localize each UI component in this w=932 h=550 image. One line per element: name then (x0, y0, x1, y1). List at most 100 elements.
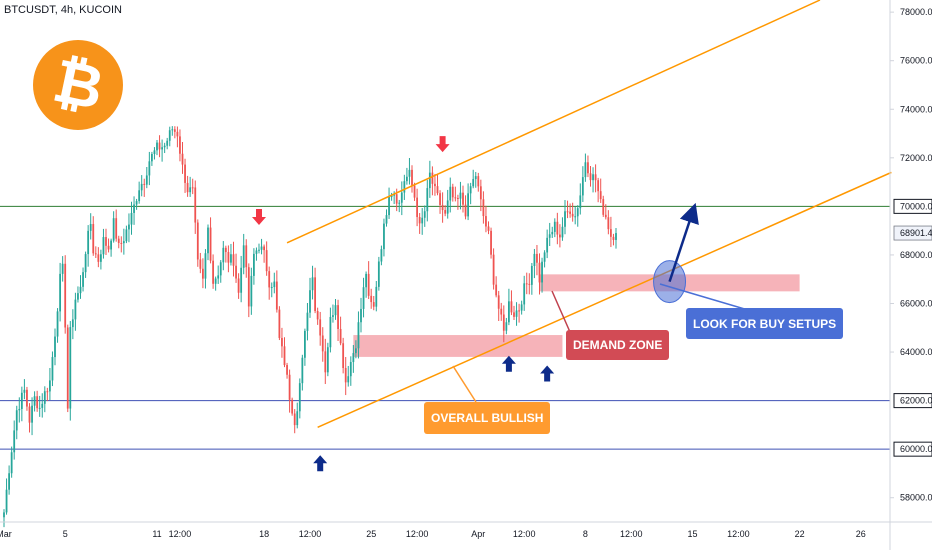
time-axis[interactable]: Mar 5 11 12:00 18 12:00 25 12:00 Apr 12:00 8 12:00 1… (0, 521, 932, 539)
price-axis[interactable]: 78000.0 76000.0 74000.0 72000.0 68000.0 66000… (889, 0, 932, 550)
candle-body[interactable] (444, 210, 447, 214)
candle-body[interactable] (74, 299, 77, 320)
candle-body[interactable] (153, 150, 156, 154)
candle-body[interactable] (418, 217, 421, 224)
candle-body[interactable] (184, 164, 186, 183)
candle-body[interactable] (497, 295, 500, 309)
candle-body[interactable] (334, 305, 337, 316)
candle-body[interactable] (156, 142, 158, 151)
candle-body[interactable] (161, 147, 163, 150)
candle-body[interactable] (599, 191, 602, 200)
candle-body[interactable] (222, 247, 225, 263)
candle-body[interactable] (133, 204, 135, 213)
candle-body[interactable] (293, 413, 296, 426)
candle-body[interactable] (365, 273, 367, 288)
candle-body[interactable] (204, 253, 207, 279)
candle-body[interactable] (561, 226, 564, 238)
candle-body[interactable] (347, 376, 350, 383)
candle-body[interactable] (474, 176, 477, 180)
symbol-title[interactable]: BTCUSDT, 4h, KUCOIN (4, 4, 122, 16)
candle-body[interactable] (441, 204, 444, 211)
candle-body[interactable] (436, 186, 439, 194)
candle-body[interactable] (120, 242, 123, 244)
candle-body[interactable] (559, 234, 561, 238)
candle-body[interactable] (604, 214, 607, 218)
candle-body[interactable] (380, 249, 383, 262)
candle-body[interactable] (260, 246, 263, 250)
candle-body[interactable] (38, 407, 41, 409)
candle-body[interactable] (594, 174, 597, 181)
candle-body[interactable] (31, 405, 33, 423)
candle-body[interactable] (615, 233, 617, 240)
candle-body[interactable] (278, 309, 281, 338)
candle-body[interactable] (301, 357, 304, 384)
candle-body[interactable] (454, 197, 457, 199)
candle-body[interactable] (543, 252, 546, 262)
candle-body[interactable] (500, 308, 503, 315)
candle-body[interactable] (194, 187, 197, 223)
candle-body[interactable] (230, 254, 232, 263)
candle-body[interactable] (431, 172, 434, 184)
candle-body[interactable] (416, 197, 418, 218)
candle-body[interactable] (69, 327, 72, 409)
candle-body[interactable] (217, 275, 220, 279)
candle-body[interactable] (316, 311, 319, 320)
candle-body[interactable] (46, 391, 49, 393)
candle-body[interactable] (467, 193, 469, 217)
candle-body[interactable] (49, 380, 51, 392)
candle-body[interactable] (135, 201, 138, 205)
candle-body[interactable] (288, 374, 291, 400)
candle-body[interactable] (224, 247, 227, 253)
candle-body[interactable] (115, 218, 118, 239)
candle-body[interactable] (56, 311, 59, 337)
candle-body[interactable] (173, 129, 176, 132)
candle-body[interactable] (79, 286, 82, 294)
candle-body[interactable] (541, 261, 543, 283)
candle-body[interactable] (158, 142, 161, 150)
candle-body[interactable] (546, 237, 549, 253)
candle-body[interactable] (202, 268, 204, 279)
candle-body[interactable] (485, 216, 487, 227)
candle-body[interactable] (8, 473, 10, 490)
candle-body[interactable] (612, 236, 615, 240)
candle-body[interactable] (237, 278, 240, 293)
candle-body[interactable] (296, 411, 299, 426)
candle-body[interactable] (584, 162, 587, 178)
candle-body[interactable] (255, 250, 258, 254)
candle-body[interactable] (569, 211, 571, 214)
candle-body[interactable] (3, 512, 5, 518)
candle-body[interactable] (181, 153, 184, 165)
candle-body[interactable] (344, 367, 347, 383)
candle-body[interactable] (107, 245, 110, 250)
candle-body[interactable] (339, 328, 342, 344)
candle-body[interactable] (571, 213, 574, 217)
candle-body[interactable] (439, 193, 441, 205)
candle-body[interactable] (309, 290, 311, 313)
candle-body[interactable] (20, 392, 23, 409)
candle-body[interactable] (564, 211, 566, 227)
candle-body[interactable] (191, 187, 194, 189)
candle-body[interactable] (576, 208, 579, 217)
candle-body[interactable] (566, 211, 569, 213)
candle-body[interactable] (171, 129, 174, 131)
candle-body[interactable] (602, 199, 605, 215)
candle-body[interactable] (607, 217, 610, 230)
candle-body[interactable] (41, 403, 44, 408)
candle-body[interactable] (33, 396, 36, 406)
candle-body[interactable] (128, 224, 130, 230)
candle-body[interactable] (319, 319, 322, 336)
candle-body[interactable] (84, 254, 87, 273)
candle-body[interactable] (513, 312, 515, 317)
candle-body[interactable] (395, 194, 398, 204)
candle-body[interactable] (199, 259, 202, 269)
candle-body[interactable] (314, 277, 316, 312)
candle-body[interactable] (10, 452, 13, 474)
candle-body[interactable] (533, 253, 536, 266)
candle-body[interactable] (321, 335, 324, 352)
candle-body[interactable] (122, 241, 125, 244)
candle-body[interactable] (291, 399, 294, 414)
candle-body[interactable] (538, 262, 541, 283)
candle-body[interactable] (105, 237, 107, 246)
candle-body[interactable] (324, 351, 327, 373)
